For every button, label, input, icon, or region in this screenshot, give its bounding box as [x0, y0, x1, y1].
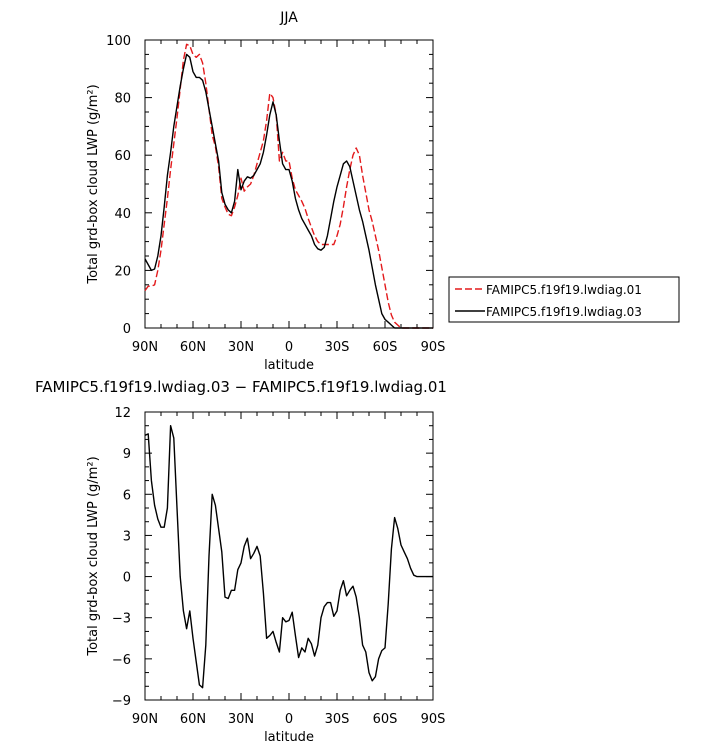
x-tick-label: 90N	[132, 340, 158, 355]
legend-label-1: FAMIPC5.f19f19.lwdiag.01	[486, 283, 642, 297]
y-tick-label: −9	[112, 694, 131, 709]
y-tick-label: 0	[123, 571, 131, 586]
y-tick-label: 100	[106, 34, 131, 49]
series-line-1	[144, 43, 433, 329]
y-axis-label: Total grd-box cloud LWP (g/m²)	[86, 456, 101, 656]
x-tick-label: 60N	[180, 712, 206, 727]
chart-1: 90N 60N 30N 0 30S 60S 90S 0 20 40 60 80 100 JJA latitu…	[86, 10, 680, 373]
x-tick-label: 90S	[421, 340, 446, 355]
x-axis-label: latitude	[264, 358, 314, 373]
chart-title: JJA	[279, 10, 298, 26]
x-tick-label: 30S	[325, 340, 350, 355]
x-tick-label: 90S	[421, 712, 446, 727]
x-tick-label: 30N	[228, 340, 254, 355]
y-tick-label: 80	[114, 92, 131, 107]
y-axis-label: Total grd-box cloud LWP (g/m²)	[86, 84, 101, 284]
x-tick-label: 30N	[228, 712, 254, 727]
y-tick-label: 9	[123, 447, 131, 462]
y-tick-label: 6	[123, 488, 131, 503]
legend-label-2: FAMIPC5.f19f19.lwdiag.03	[486, 305, 642, 319]
x-tick-label: 60S	[373, 712, 398, 727]
y-tick-label: 12	[114, 406, 131, 421]
y-tick-label: −3	[112, 612, 131, 627]
series-line-2	[144, 53, 433, 329]
legend: FAMIPC5.f19f19.lwdiag.01 FAMIPC5.f19f19.l…	[448, 276, 680, 323]
chart-2: 90N 60N 30N 0 30S 60S 90S −9 −6 −3 0 3 6 9 12 FAMIPC5.f…	[35, 378, 447, 745]
x-tick-label: 0	[285, 340, 293, 355]
x-tick-label: 90N	[132, 712, 158, 727]
x-axis-label: latitude	[264, 730, 314, 745]
y-tick-label: 3	[123, 529, 131, 544]
y-tick-label: 20	[114, 264, 131, 279]
chart-title: FAMIPC5.f19f19.lwdiag.03 − FAMIPC5.f19f1…	[35, 378, 447, 396]
x-tick-label: 60S	[373, 340, 398, 355]
y-tick-label: 0	[123, 322, 131, 337]
legend-box	[448, 276, 680, 323]
series-line-1	[144, 425, 433, 689]
x-tick-label: 30S	[325, 712, 350, 727]
x-tick-label: 0	[285, 712, 293, 727]
plot-frame	[144, 411, 434, 701]
y-tick-label: −6	[112, 653, 131, 668]
plot-frame	[144, 39, 434, 329]
y-tick-label: 60	[114, 149, 131, 164]
y-tick-label: 40	[114, 207, 131, 222]
x-tick-label: 60N	[180, 340, 206, 355]
